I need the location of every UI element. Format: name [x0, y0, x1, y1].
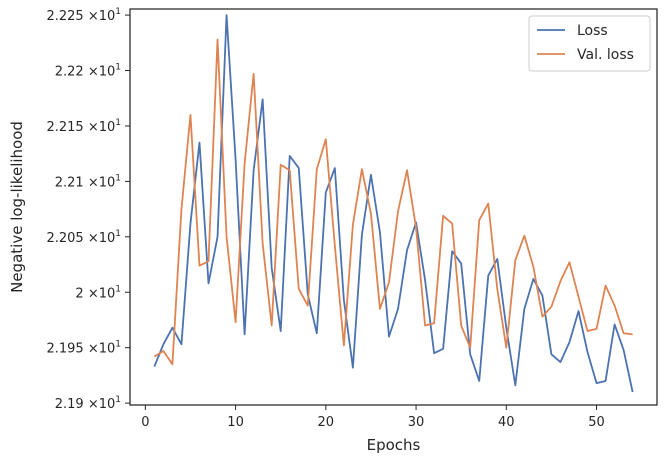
- series-layer: [153, 14, 634, 393]
- y-tick-label: 2.225 ×101: [46, 7, 121, 24]
- y-tick-label: 2.215 ×101: [46, 118, 121, 135]
- x-axis-title: Epochs: [367, 436, 421, 454]
- y-tick-label: 2.19 ×101: [55, 395, 121, 412]
- y-tick-label: 2.205 ×101: [46, 229, 121, 246]
- plot-frame: [129, 8, 658, 406]
- x-tick-label: 10: [227, 415, 244, 430]
- axes-layer: 0 10 20 30 40 50 2.19 ×101 2.195 ×101 2 ×101 2.20…: [46, 7, 604, 430]
- x-tick-label: 40: [498, 415, 515, 430]
- y-tick-label: 2.21 ×101: [55, 173, 121, 190]
- x-tick-label: 0: [141, 415, 149, 430]
- x-tick-label: 20: [318, 415, 335, 430]
- plot-background: [130, 9, 657, 405]
- y-tick-label: 2 ×101: [75, 284, 121, 301]
- y-axis-title: Negative log-likelihood: [8, 121, 26, 293]
- x-tick-label: 50: [588, 415, 605, 430]
- legend: Loss Val. loss: [528, 15, 651, 72]
- series-line-val-loss: [153, 38, 633, 366]
- y-tick-label: 2.22 ×101: [55, 63, 121, 80]
- x-tick-label: 30: [408, 415, 425, 430]
- series-line-loss: [153, 14, 634, 393]
- legend-label-val-loss: Val. loss: [577, 47, 634, 63]
- y-tick-label: 2.195 ×101: [46, 340, 121, 357]
- legend-label-loss: Loss: [577, 23, 608, 39]
